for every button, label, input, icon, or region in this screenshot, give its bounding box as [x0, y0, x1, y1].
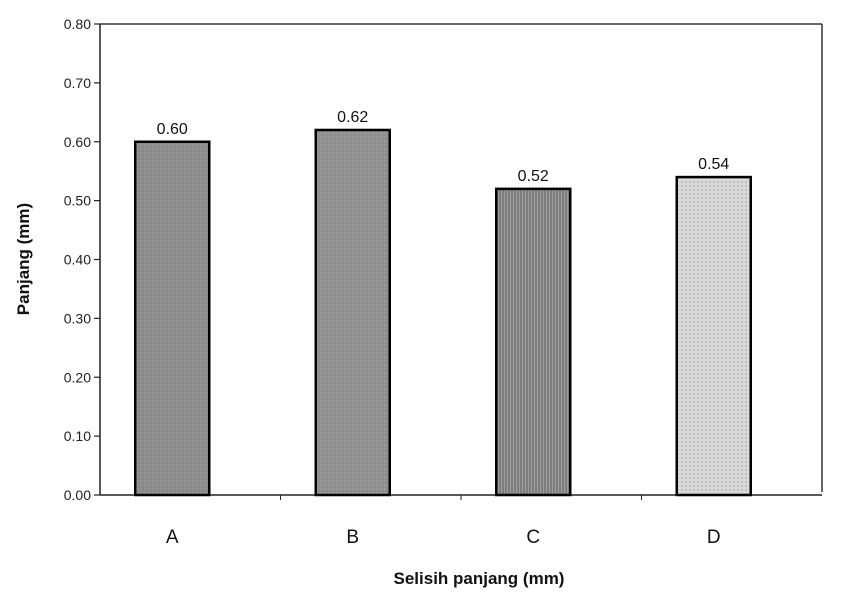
category-labels: A B C D: [166, 527, 721, 548]
y-tick-label: 0.00: [64, 487, 91, 503]
bar-d: [675, 175, 752, 497]
y-tick-label: 0.80: [64, 16, 91, 32]
bar-b: [314, 128, 391, 497]
bar-outline: [314, 128, 391, 497]
category-label-a: A: [166, 527, 179, 548]
bar-a: [134, 140, 211, 497]
x-axis-ticks: [280, 495, 642, 500]
y-tick-label: 0.10: [64, 428, 91, 444]
y-tick-label: 0.70: [64, 75, 91, 91]
y-tick-label: 0.40: [64, 252, 91, 268]
category-label-d: D: [707, 527, 721, 548]
data-label-d: 0.54: [698, 156, 729, 173]
data-label-a: 0.60: [157, 121, 188, 138]
data-label-b: 0.62: [337, 109, 368, 126]
y-axis-ticks: 0.00 0.10 0.20 0.30 0.40 0.50 0.60 0.70 0.80: [64, 16, 100, 503]
data-labels: 0.60 0.62 0.52 0.54: [157, 109, 730, 185]
data-label-c: 0.52: [518, 168, 549, 185]
y-tick-label: 0.50: [64, 193, 91, 209]
bar-outline: [134, 140, 211, 497]
bar-outline: [495, 187, 572, 497]
y-tick-label: 0.30: [64, 310, 91, 326]
bar-outline: [675, 175, 752, 497]
y-axis-title: Panjang (mm): [14, 203, 33, 315]
x-axis-title: Selisih panjang (mm): [394, 569, 565, 588]
bars: [134, 128, 752, 497]
category-label-b: B: [346, 527, 359, 548]
y-tick-label: 0.60: [64, 134, 91, 150]
y-tick-label: 0.20: [64, 369, 91, 385]
bar-c: [495, 187, 572, 497]
category-label-c: C: [526, 527, 540, 548]
